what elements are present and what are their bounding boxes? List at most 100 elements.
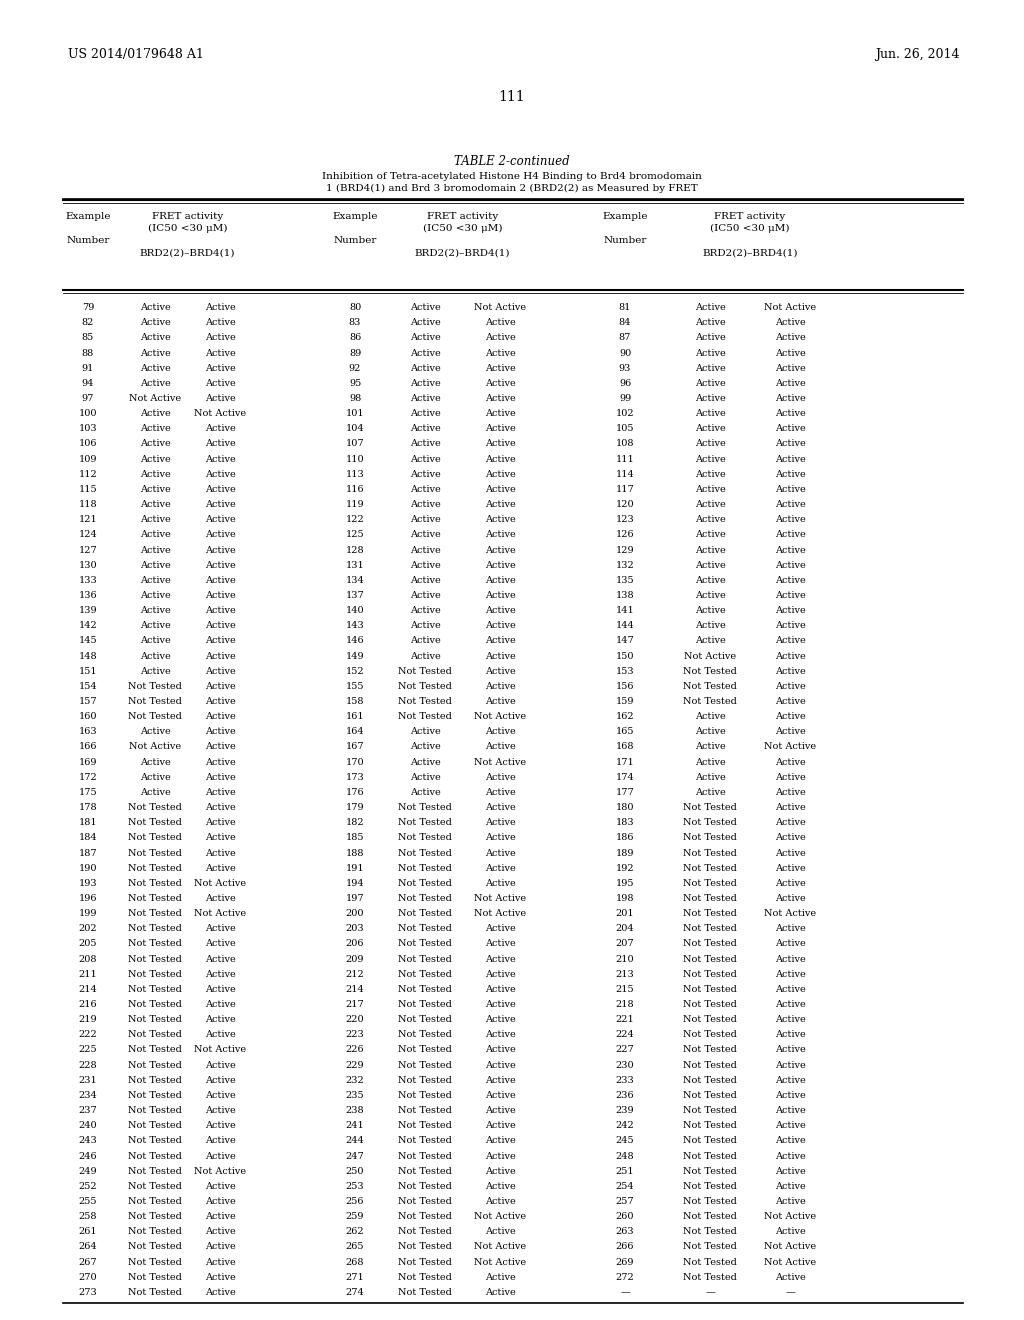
Text: Active: Active — [694, 727, 725, 737]
Text: Active: Active — [694, 409, 725, 418]
Text: Active: Active — [694, 622, 725, 630]
Text: Not Tested: Not Tested — [398, 909, 452, 919]
Text: Active: Active — [484, 849, 515, 858]
Text: 262: 262 — [346, 1228, 365, 1237]
Text: 251: 251 — [615, 1167, 634, 1176]
Text: Active: Active — [774, 409, 805, 418]
Text: Not Tested: Not Tested — [398, 1061, 452, 1069]
Text: Active: Active — [139, 606, 170, 615]
Text: Active: Active — [774, 682, 805, 690]
Text: Active: Active — [139, 636, 170, 645]
Text: Active: Active — [484, 545, 515, 554]
Text: Not Tested: Not Tested — [683, 1061, 737, 1069]
Text: Not Active: Not Active — [474, 909, 526, 919]
Text: Active: Active — [410, 454, 440, 463]
Text: 151: 151 — [79, 667, 97, 676]
Text: Active: Active — [410, 772, 440, 781]
Text: Not Tested: Not Tested — [398, 682, 452, 690]
Text: 111: 111 — [499, 90, 525, 104]
Text: TABLE 2-continued: TABLE 2-continued — [455, 154, 569, 168]
Text: Not Active: Not Active — [764, 1212, 816, 1221]
Text: Example: Example — [66, 213, 111, 220]
Text: Active: Active — [484, 409, 515, 418]
Text: Example: Example — [602, 213, 648, 220]
Text: 214: 214 — [79, 985, 97, 994]
Text: 93: 93 — [618, 364, 631, 372]
Text: 225: 225 — [79, 1045, 97, 1055]
Text: Not Tested: Not Tested — [128, 1151, 182, 1160]
Text: 213: 213 — [615, 970, 635, 978]
Text: 172: 172 — [79, 772, 97, 781]
Text: Not Active: Not Active — [194, 879, 246, 888]
Text: Active: Active — [484, 940, 515, 949]
Text: 171: 171 — [615, 758, 635, 767]
Text: 190: 190 — [79, 863, 97, 873]
Text: Active: Active — [774, 772, 805, 781]
Text: Active: Active — [694, 318, 725, 327]
Text: 173: 173 — [346, 772, 365, 781]
Text: Active: Active — [205, 667, 236, 676]
Text: Active: Active — [774, 1228, 805, 1237]
Text: 95: 95 — [349, 379, 361, 388]
Text: Active: Active — [139, 531, 170, 540]
Text: Active: Active — [774, 1015, 805, 1024]
Text: Active: Active — [139, 379, 170, 388]
Text: Active: Active — [774, 348, 805, 358]
Text: Not Tested: Not Tested — [398, 713, 452, 721]
Text: Active: Active — [410, 758, 440, 767]
Text: Active: Active — [694, 742, 725, 751]
Text: Active: Active — [774, 1076, 805, 1085]
Text: Not Tested: Not Tested — [128, 1288, 182, 1298]
Text: 216: 216 — [79, 1001, 97, 1008]
Text: Inhibition of Tetra-acetylated Histone H4 Binding to Brd4 bromodomain: Inhibition of Tetra-acetylated Histone H… — [323, 172, 701, 181]
Text: 88: 88 — [82, 348, 94, 358]
Text: Not Tested: Not Tested — [683, 985, 737, 994]
Text: Active: Active — [484, 985, 515, 994]
Text: Not Tested: Not Tested — [683, 1197, 737, 1206]
Text: Not Tested: Not Tested — [683, 1106, 737, 1115]
Text: Not Tested: Not Tested — [128, 954, 182, 964]
Text: 205: 205 — [79, 940, 97, 949]
Text: Active: Active — [694, 393, 725, 403]
Text: 232: 232 — [346, 1076, 365, 1085]
Text: 127: 127 — [79, 545, 97, 554]
Text: Active: Active — [484, 970, 515, 978]
Text: Active: Active — [484, 803, 515, 812]
Text: Not Tested: Not Tested — [128, 1242, 182, 1251]
Text: Active: Active — [410, 424, 440, 433]
Text: Active: Active — [205, 454, 236, 463]
Text: Active: Active — [774, 454, 805, 463]
Text: 183: 183 — [615, 818, 634, 828]
Text: Active: Active — [139, 772, 170, 781]
Text: 194: 194 — [346, 879, 365, 888]
Text: Active: Active — [139, 364, 170, 372]
Text: 129: 129 — [615, 545, 634, 554]
Text: 114: 114 — [615, 470, 635, 479]
Text: Not Tested: Not Tested — [683, 1272, 737, 1282]
Text: Not Active: Not Active — [764, 1242, 816, 1251]
Text: Not Tested: Not Tested — [128, 803, 182, 812]
Text: Active: Active — [774, 1272, 805, 1282]
Text: Active: Active — [410, 652, 440, 660]
Text: Active: Active — [774, 940, 805, 949]
Text: Not Tested: Not Tested — [683, 894, 737, 903]
Text: US 2014/0179648 A1: US 2014/0179648 A1 — [68, 48, 204, 61]
Text: Active: Active — [774, 470, 805, 479]
Text: 261: 261 — [79, 1228, 97, 1237]
Text: Active: Active — [139, 484, 170, 494]
Text: 266: 266 — [615, 1242, 634, 1251]
Text: BRD2(2)–BRD4(1): BRD2(2)–BRD4(1) — [702, 249, 798, 257]
Text: Active: Active — [774, 561, 805, 570]
Text: Not Active: Not Active — [764, 304, 816, 312]
Text: Active: Active — [484, 1228, 515, 1237]
Text: 157: 157 — [79, 697, 97, 706]
Text: Not Tested: Not Tested — [683, 1015, 737, 1024]
Text: Not Tested: Not Tested — [683, 833, 737, 842]
Text: Active: Active — [774, 440, 805, 449]
Text: Not Tested: Not Tested — [128, 1045, 182, 1055]
Text: FRET activity: FRET activity — [152, 213, 223, 220]
Text: Active: Active — [774, 1061, 805, 1069]
Text: 103: 103 — [79, 424, 97, 433]
Text: Not Active: Not Active — [474, 894, 526, 903]
Text: 214: 214 — [346, 985, 365, 994]
